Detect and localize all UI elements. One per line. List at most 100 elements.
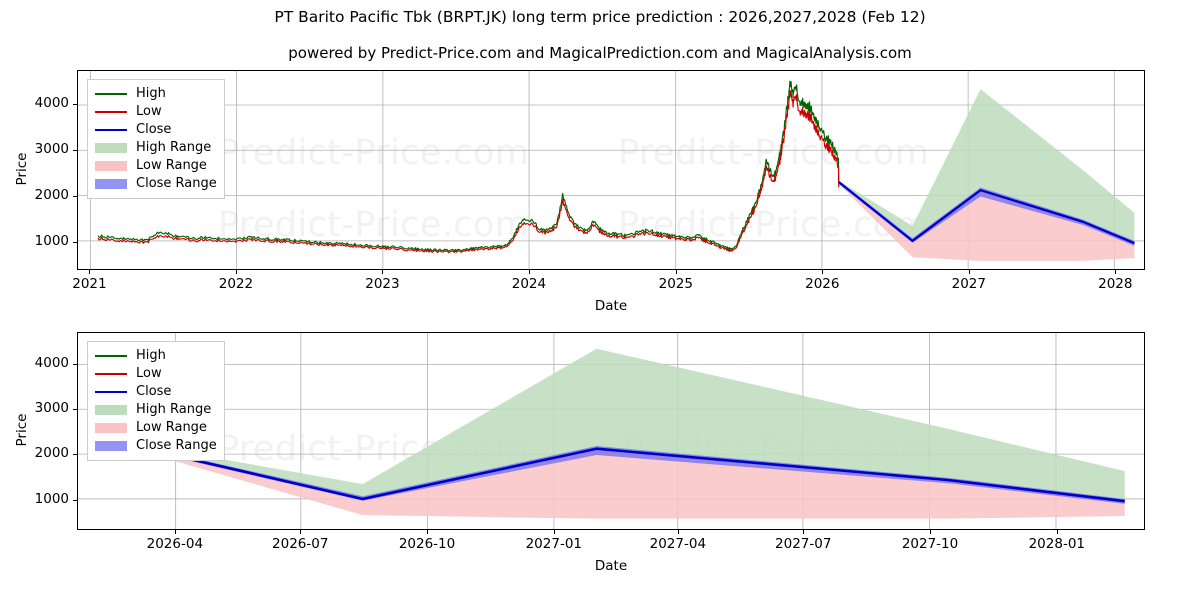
legend-swatch-high-icon	[94, 349, 128, 363]
legend-swatch-close-range-icon	[94, 439, 128, 453]
forecast-detail-chart-svg	[78, 333, 1144, 529]
y-tick-mark	[73, 195, 77, 197]
legend-item-low: Low	[94, 365, 217, 383]
x-tick-label: 2026	[805, 276, 840, 292]
history-high-line	[97, 80, 840, 252]
close-range-band	[838, 180, 1135, 246]
x-tick-label: 2027	[951, 276, 986, 292]
legend-label: Low	[136, 104, 162, 119]
x-tick-label: 2022	[218, 276, 254, 292]
y-tick-mark	[73, 409, 77, 411]
forecast-x-axis-label: Date	[594, 558, 628, 574]
legend-item-high: High	[94, 85, 217, 103]
y-tick-mark	[73, 363, 77, 365]
x-tick-mark	[382, 270, 384, 274]
y-tick-mark	[73, 150, 77, 152]
x-tick-mark	[174, 530, 176, 534]
overview-chart-plot-area: Predict-Price.com Predict-Price.com Predic…	[77, 70, 1145, 270]
overview-chart-legend: High Low Close High Range Low Range Close Ran…	[87, 79, 225, 199]
legend-item-low-range: Low Range	[94, 419, 217, 437]
high-range-band	[109, 348, 1125, 502]
y-tick-label: 4000	[34, 95, 69, 112]
legend-swatch-close-icon	[94, 385, 128, 399]
legend-swatch-close-range-icon	[94, 177, 128, 191]
x-tick-label: 2026-07	[272, 536, 329, 552]
x-tick-mark	[930, 530, 932, 534]
x-tick-label: 2028	[1098, 276, 1133, 292]
legend-item-close: Close	[94, 383, 217, 401]
y-tick-label: 3000	[34, 400, 69, 417]
x-tick-mark	[553, 530, 555, 534]
x-tick-label: 2027-01	[525, 536, 582, 552]
x-tick-mark	[803, 530, 805, 534]
y-tick-mark	[73, 454, 77, 456]
x-tick-label: 2021	[72, 276, 107, 292]
legend-swatch-high-range-icon	[94, 141, 128, 155]
figure-title: PT Barito Pacific Tbk (BRPT.JK) long ter…	[274, 8, 926, 26]
legend-swatch-high-icon	[94, 87, 128, 101]
overview-chart-svg	[78, 71, 1144, 269]
legend-item-low-range: Low Range	[94, 157, 217, 175]
legend-label: Low	[136, 366, 162, 381]
y-tick-label: 1000	[34, 232, 69, 249]
forecast-close-line	[109, 439, 1125, 503]
high-range-band	[838, 89, 1135, 244]
forecast-detail-chart-legend: High Low Close High Range Low Range Close Ran…	[87, 341, 225, 461]
figure-subtitle: powered by Predict-Price.com and Magical…	[288, 44, 912, 62]
legend-label: Close	[136, 122, 172, 137]
x-tick-mark	[89, 270, 91, 274]
x-tick-mark	[528, 270, 530, 274]
y-tick-label: 2000	[34, 186, 69, 203]
legend-item-high-range: High Range	[94, 401, 217, 419]
legend-swatch-high-range-icon	[94, 403, 128, 417]
legend-item-close-range: Close Range	[94, 175, 217, 193]
legend-swatch-low-icon	[94, 105, 128, 119]
legend-swatch-close-icon	[94, 123, 128, 137]
x-tick-label: 2023	[365, 276, 400, 292]
x-tick-label: 2028-01	[1028, 536, 1085, 552]
forecast-y-axis-label: Price	[14, 413, 30, 447]
legend-label: Close	[136, 384, 172, 399]
y-tick-mark	[73, 241, 77, 243]
x-tick-label: 2025	[658, 276, 693, 292]
legend-label: High	[136, 348, 166, 363]
x-tick-mark	[1056, 530, 1058, 534]
legend-item-high-range: High Range	[94, 139, 217, 157]
legend-swatch-low-range-icon	[94, 421, 128, 435]
x-tick-mark	[677, 530, 679, 534]
x-tick-mark	[822, 270, 824, 274]
y-tick-mark	[73, 499, 77, 501]
x-tick-mark	[675, 270, 677, 274]
legend-swatch-low-icon	[94, 367, 128, 381]
legend-label: High Range	[136, 402, 212, 417]
x-tick-mark	[235, 270, 237, 274]
forecast-close-line	[838, 181, 1135, 245]
x-tick-label: 2026-04	[146, 536, 204, 552]
legend-item-close: Close	[94, 121, 217, 139]
legend-item-high: High	[94, 347, 217, 365]
y-tick-label: 1000	[34, 490, 69, 507]
legend-label: High	[136, 86, 166, 101]
legend-item-low: Low	[94, 103, 217, 121]
x-tick-label: 2027-07	[775, 536, 832, 552]
x-tick-label: 2026-10	[398, 536, 456, 552]
y-tick-label: 3000	[34, 141, 69, 158]
legend-item-close-range: Close Range	[94, 437, 217, 455]
legend-label: Close Range	[136, 176, 217, 191]
x-tick-mark	[968, 270, 970, 274]
y-tick-label: 4000	[34, 354, 69, 371]
overview-x-axis-label: Date	[594, 298, 628, 314]
overview-y-axis-label: Price	[14, 152, 30, 186]
legend-label: Low Range	[136, 420, 207, 435]
y-tick-mark	[73, 104, 77, 106]
x-tick-label: 2024	[511, 276, 547, 292]
y-tick-label: 2000	[34, 445, 69, 462]
legend-swatch-low-range-icon	[94, 159, 128, 173]
legend-label: Low Range	[136, 158, 207, 173]
x-tick-mark	[427, 530, 429, 534]
x-tick-mark	[1115, 270, 1117, 274]
legend-label: High Range	[136, 140, 212, 155]
x-tick-label: 2027-04	[649, 536, 707, 552]
